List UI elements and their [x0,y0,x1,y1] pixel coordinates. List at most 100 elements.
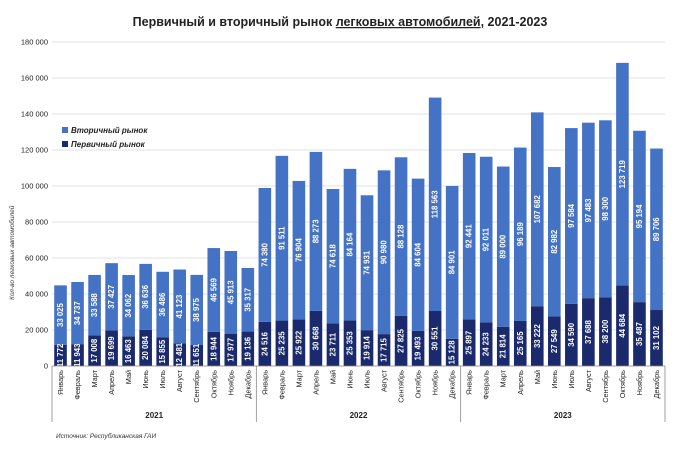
bars: 11 772 33 025 11 943 34 737 17 008 33 588 19 6… [54,62,663,367]
bar-primary [428,311,442,366]
bar-secondary [343,168,357,321]
source-note: Источник: Республиканская ГАИ [56,432,156,440]
x-tick-label: Ноябрь [226,370,235,396]
bar-primary [54,344,67,366]
x-tick-label: Январь [465,370,474,395]
x-tick-label: Декабрь [243,370,252,399]
x-tick-label: Август [584,369,593,392]
data-label-primary: 19 493 [414,336,423,361]
bar-secondary [292,180,306,320]
x-tick-label: Март [294,369,303,387]
bar-primary [139,329,152,366]
x-tick-label: Март [90,369,99,387]
gridlines [52,41,665,367]
bar-primary [241,331,255,366]
bar-secondary [616,62,629,286]
data-label-secondary: 45 913 [226,280,235,305]
x-tick-label: Ноябрь [635,370,644,396]
x-tick-label: Сентябрь [192,370,201,403]
data-label-secondary: 107 682 [533,195,542,224]
data-label-primary: 34 590 [567,322,576,347]
data-label-primary: 20 084 [141,335,150,360]
data-label-secondary: 35 317 [243,288,252,312]
data-label-secondary: 37 427 [107,285,116,309]
data-label-secondary: 89 000 [499,234,508,259]
data-label-primary: 19 136 [243,336,252,361]
bar-secondary [54,285,67,345]
bar-secondary [479,156,493,323]
x-tick-label: Июнь [550,370,559,389]
y-tick-label: 100 000 [21,182,48,191]
bar-primary [326,323,340,366]
y-tick-label: 120 000 [21,146,48,155]
x-tick-label: Июль [158,370,167,389]
data-label-primary: 11 651 [192,343,201,367]
data-label-primary: 19 914 [363,335,372,360]
x-tick-label: Июль [567,370,576,389]
x-tick-label: Февраль [482,370,491,400]
bar-primary [479,322,493,366]
data-label-secondary: 33 588 [90,293,99,318]
data-label-secondary: 96 189 [516,222,525,247]
data-label-primary: 24 233 [482,332,491,357]
bar-primary [599,297,612,366]
bar-primary [633,302,646,366]
data-label-secondary: 90 980 [380,240,389,265]
data-label-primary: 12 481 [175,342,184,367]
bar-secondary [173,269,187,344]
data-label-primary: 23 711 [328,332,337,356]
bar-secondary [650,148,663,311]
bar-secondary [462,152,476,320]
x-tick-label: Апрель [107,370,116,395]
bar-primary [616,285,629,366]
bar-primary [309,310,323,366]
bar-secondary [445,185,459,339]
y-tick-label: 140 000 [21,110,48,119]
y-tick-label: 20 000 [25,326,48,335]
bar-secondary [241,267,255,332]
bar-primary [445,338,459,366]
data-label-secondary: 92 011 [482,227,491,251]
bar-secondary [190,274,204,346]
data-label-primary: 31 102 [652,325,661,350]
bar-primary [462,319,476,366]
bar-primary [258,321,272,366]
y-axis-label: Кол-во легковых автомобилей [8,205,16,300]
data-label-secondary: 89 706 [652,217,661,242]
data-label-secondary: 38 975 [192,297,201,322]
data-label-secondary: 33 025 [56,303,65,328]
year-label: 2022 [350,411,368,420]
x-tick-label: Ноябрь [431,370,440,396]
bar-primary [343,320,357,366]
data-label-primary: 44 684 [618,313,627,338]
bar-primary [548,316,561,366]
bar-secondary [599,120,612,298]
data-label-primary: 21 814 [499,334,508,359]
x-tick-label: Октябрь [618,370,627,398]
x-tick-label: Декабрь [448,370,457,399]
bar-primary [88,335,101,366]
bar-primary [360,330,374,366]
bar-secondary [530,112,544,307]
bar-secondary [105,263,118,331]
bar-secondary [633,130,646,303]
bar-primary [275,320,289,366]
data-label-primary: 30 551 [431,326,440,351]
data-label-primary: 16 463 [124,339,133,364]
data-label-primary: 15 855 [158,339,167,364]
data-label-secondary: 91 511 [277,226,286,250]
bar-primary [224,333,238,366]
data-label-primary: 11 943 [73,343,82,367]
y-tick-label: 160 000 [21,74,48,83]
data-label-primary: 17 977 [226,338,235,362]
bar-secondary [207,248,221,332]
data-label-primary: 17 715 [380,337,389,362]
x-tick-label: Октябрь [414,370,423,398]
bar-primary [190,345,204,366]
data-label-secondary: 41 123 [175,294,184,319]
x-tick-label: Январь [260,370,269,395]
legend-swatch-secondary [62,127,68,133]
x-tick-label: Июнь [345,370,354,389]
y-tick-label: 0 [44,362,48,371]
bar-secondary [394,157,408,316]
